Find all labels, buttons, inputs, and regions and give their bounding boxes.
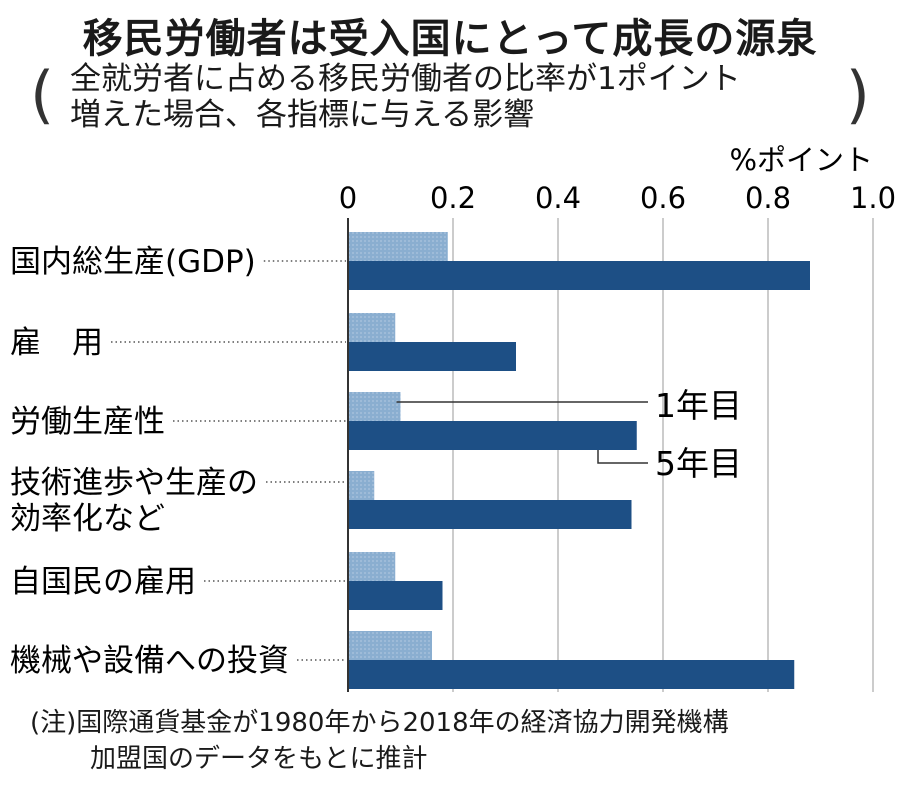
legend-label-year1: 1年目 <box>655 386 742 425</box>
category-label: 技術進歩や生産の <box>10 465 258 501</box>
bar-year5 <box>349 342 516 371</box>
legend-label-year5: 5年目 <box>655 444 742 483</box>
x-tick-label: 0 <box>339 181 357 215</box>
legend-leader-year5 <box>597 450 648 464</box>
x-tick-label: 1.0 <box>850 181 896 215</box>
x-tick-label: 0.8 <box>745 181 791 215</box>
bar-year1 <box>349 471 375 500</box>
x-tick-label: 0.4 <box>535 181 581 215</box>
category-label: 効率化など <box>10 501 165 537</box>
bars <box>349 232 810 689</box>
x-tick-label: 0.2 <box>430 181 476 215</box>
subtitle-close-paren: ) <box>845 58 870 131</box>
footnote-line-2: 加盟国のデータをもとに推計 <box>90 744 428 774</box>
bar-year5 <box>349 500 632 529</box>
bar-year1 <box>349 552 396 581</box>
bar-year5 <box>349 581 443 610</box>
bar-year1 <box>349 313 396 342</box>
x-tick-label: 0.6 <box>640 181 686 215</box>
subtitle-line-1: 全就労者に占める移民労働者の比率が1ポイント <box>70 61 741 97</box>
chart-subtitle: ( 全就労者に占める移民労働者の比率が1ポイント 増えた場合、各指標に与える影響… <box>30 60 870 135</box>
category-label: 労働生産性 <box>10 404 165 440</box>
subtitle-line-2: 増えた場合、各指標に与える影響 <box>70 97 535 133</box>
footnote-line-1: (注)国際通貨基金が1980年から2018年の経済協力開発機構 <box>30 708 729 738</box>
category-label: 機械や設備への投資 <box>10 643 289 679</box>
bar-year5 <box>349 421 637 450</box>
category-label: 雇 用 <box>10 325 103 361</box>
bar-year1 <box>349 232 448 261</box>
bar-year1 <box>349 392 401 421</box>
category-label: 自国民の雇用 <box>10 564 196 600</box>
grid-lines <box>347 218 874 692</box>
x-axis-unit-label: %ポイント <box>729 143 873 177</box>
bar-year1 <box>349 631 432 660</box>
subtitle-open-paren: ( <box>30 58 55 131</box>
chart-title: 移民労働者は受入国にとって成長の源泉 <box>82 16 818 62</box>
bar-year5 <box>349 261 810 290</box>
category-label: 国内総生産(GDP) <box>10 244 256 280</box>
bar-year5 <box>349 660 795 689</box>
labels: %ポイント 0 0.2 0.4 0.6 0.8 1.0 国内総生産(GDP) 雇 用労働生産性技… <box>10 143 896 679</box>
